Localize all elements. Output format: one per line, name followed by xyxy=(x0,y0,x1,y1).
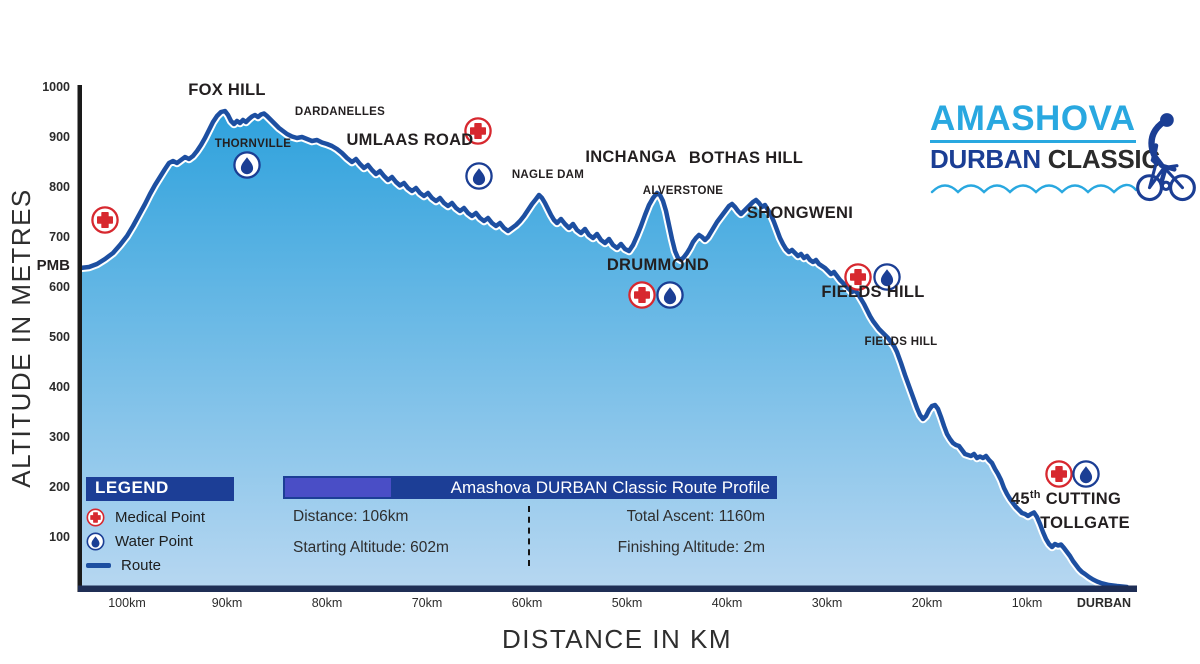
place-label: DRUMMOND xyxy=(607,256,709,274)
water-point-marker xyxy=(1072,460,1100,488)
x-tick-label: 30km xyxy=(812,596,843,610)
route-profile-title-bar: Amashova DURBAN Classic Route Profile xyxy=(283,476,777,499)
place-label: ALVERSTONE xyxy=(643,185,724,197)
legend-item-water: Water Point xyxy=(86,532,256,551)
legend-item-label: Medical Point xyxy=(115,509,206,526)
route-area-group xyxy=(75,106,1132,592)
y-tick-label: 500 xyxy=(49,330,70,344)
stat-distance: Distance: 106km xyxy=(293,508,409,525)
place-label: UMLAAS ROAD xyxy=(346,131,473,149)
y-axis-line xyxy=(77,85,82,592)
medical-point-marker xyxy=(91,206,119,234)
route-line-icon xyxy=(86,563,111,568)
medical-point-marker xyxy=(464,117,492,145)
medical-point-marker xyxy=(1045,460,1073,488)
y-tick-label: 700 xyxy=(49,230,70,244)
x-tick-label: 20km xyxy=(912,596,943,610)
route-line xyxy=(77,108,1130,590)
logo-underline xyxy=(930,140,1136,143)
place-label: FIELDS HILL xyxy=(865,336,938,348)
medical-point-marker xyxy=(628,281,656,309)
x-tick-label: 70km xyxy=(412,596,443,610)
y-tick-label: 400 xyxy=(49,380,70,394)
pmb-label: PMB xyxy=(37,257,71,274)
x-tick-label: 80km xyxy=(312,596,343,610)
medical-point-marker xyxy=(844,263,872,291)
y-tick-label: 300 xyxy=(49,430,70,444)
y-tick-label: 200 xyxy=(49,480,70,494)
route-area xyxy=(80,111,1127,589)
x-axis-line xyxy=(78,585,1137,592)
water-point-marker xyxy=(465,162,493,190)
logo-title: AMASHOVA xyxy=(930,99,1136,138)
legend: LEGEND Medical Point Water Point Route xyxy=(86,477,256,575)
amashova-logo: AMASHOVA DURBAN CLASSIC xyxy=(930,101,1200,213)
logo-subtitle-durban: DURBAN xyxy=(930,143,1041,174)
y-axis-title: ALTITUDE IN METRES xyxy=(6,188,36,488)
place-label: THORNVILLE xyxy=(215,138,291,150)
place-label: BOTHAS HILL xyxy=(689,149,803,167)
stat-finishing-altitude: Finishing Altitude: 2m xyxy=(617,539,765,556)
legend-item-route: Route xyxy=(86,556,256,575)
place-label: NAGLE DAM xyxy=(512,169,584,181)
x-tick-label: 100km xyxy=(108,596,146,610)
place-label: FOX HILL xyxy=(188,81,266,99)
logo-subtitle: DURBAN CLASSIC xyxy=(930,146,1200,172)
tick-labels-group: 1000 900 800 700 600 500 400 300 200 100 PMB 100km 9… xyxy=(6,80,1131,654)
info-panel: Amashova DURBAN Classic Route Profile Di… xyxy=(283,476,777,566)
medical-icon xyxy=(86,508,105,527)
x-tick-label: DURBAN xyxy=(1077,596,1131,610)
y-tick-label: 800 xyxy=(49,180,70,194)
waves-icon xyxy=(930,183,1138,194)
x-tick-label: 90km xyxy=(212,596,243,610)
legend-item-label: Route xyxy=(121,557,162,574)
x-tick-label: 60km xyxy=(512,596,543,610)
water-point-marker xyxy=(656,281,684,309)
legend-items: Medical Point Water Point Route xyxy=(86,508,256,575)
title-accent-block xyxy=(285,478,391,497)
y-tick-label: 1000 xyxy=(42,80,70,94)
place-label: FIELDS HILL xyxy=(821,283,924,301)
stats-left-column: Distance: 106km Starting Altitude: 602m xyxy=(293,508,449,557)
stats-divider xyxy=(528,506,530,566)
y-tick-label: 600 xyxy=(49,280,70,294)
place-label: INCHANGA xyxy=(585,148,676,166)
y-tick-label: 100 xyxy=(49,530,70,544)
y-tick-label: 900 xyxy=(49,130,70,144)
x-tick-label: 50km xyxy=(612,596,643,610)
logo-subtitle-classic: CLASSIC xyxy=(1047,143,1160,174)
route-stats: Distance: 106km Starting Altitude: 602m … xyxy=(283,506,777,566)
stats-right-column: Total Ascent: 1160m Finishing Altitude: … xyxy=(618,508,765,557)
x-tick-label: 10km xyxy=(1012,596,1043,610)
point-markers-group xyxy=(91,117,1100,488)
water-point-marker xyxy=(873,263,901,291)
stat-total-ascent: Total Ascent: 1160m xyxy=(626,508,765,525)
place-labels-group: FOX HILL THORNVILLE DARDANELLES UMLAAS ROAD… xyxy=(188,81,1130,532)
route-profile-title: Amashova DURBAN Classic Route Profile xyxy=(450,478,770,497)
legend-item-label: Water Point xyxy=(115,533,193,550)
cyclist-icon xyxy=(1136,113,1196,202)
axes-group xyxy=(77,85,1137,592)
place-label: TOLLGATE xyxy=(1040,514,1130,532)
water-point-marker xyxy=(233,151,261,179)
water-icon xyxy=(86,532,105,551)
legend-item-medical: Medical Point xyxy=(86,508,256,527)
x-axis-title: DISTANCE IN KM xyxy=(502,624,732,654)
place-label: 45th CUTTING xyxy=(1011,489,1121,508)
stat-starting-altitude: Starting Altitude: 602m xyxy=(293,539,449,556)
place-label: SHONGWENI xyxy=(747,204,853,222)
x-tick-label: 40km xyxy=(712,596,743,610)
legend-title: LEGEND xyxy=(86,477,234,501)
place-label: DARDANELLES xyxy=(295,106,385,118)
